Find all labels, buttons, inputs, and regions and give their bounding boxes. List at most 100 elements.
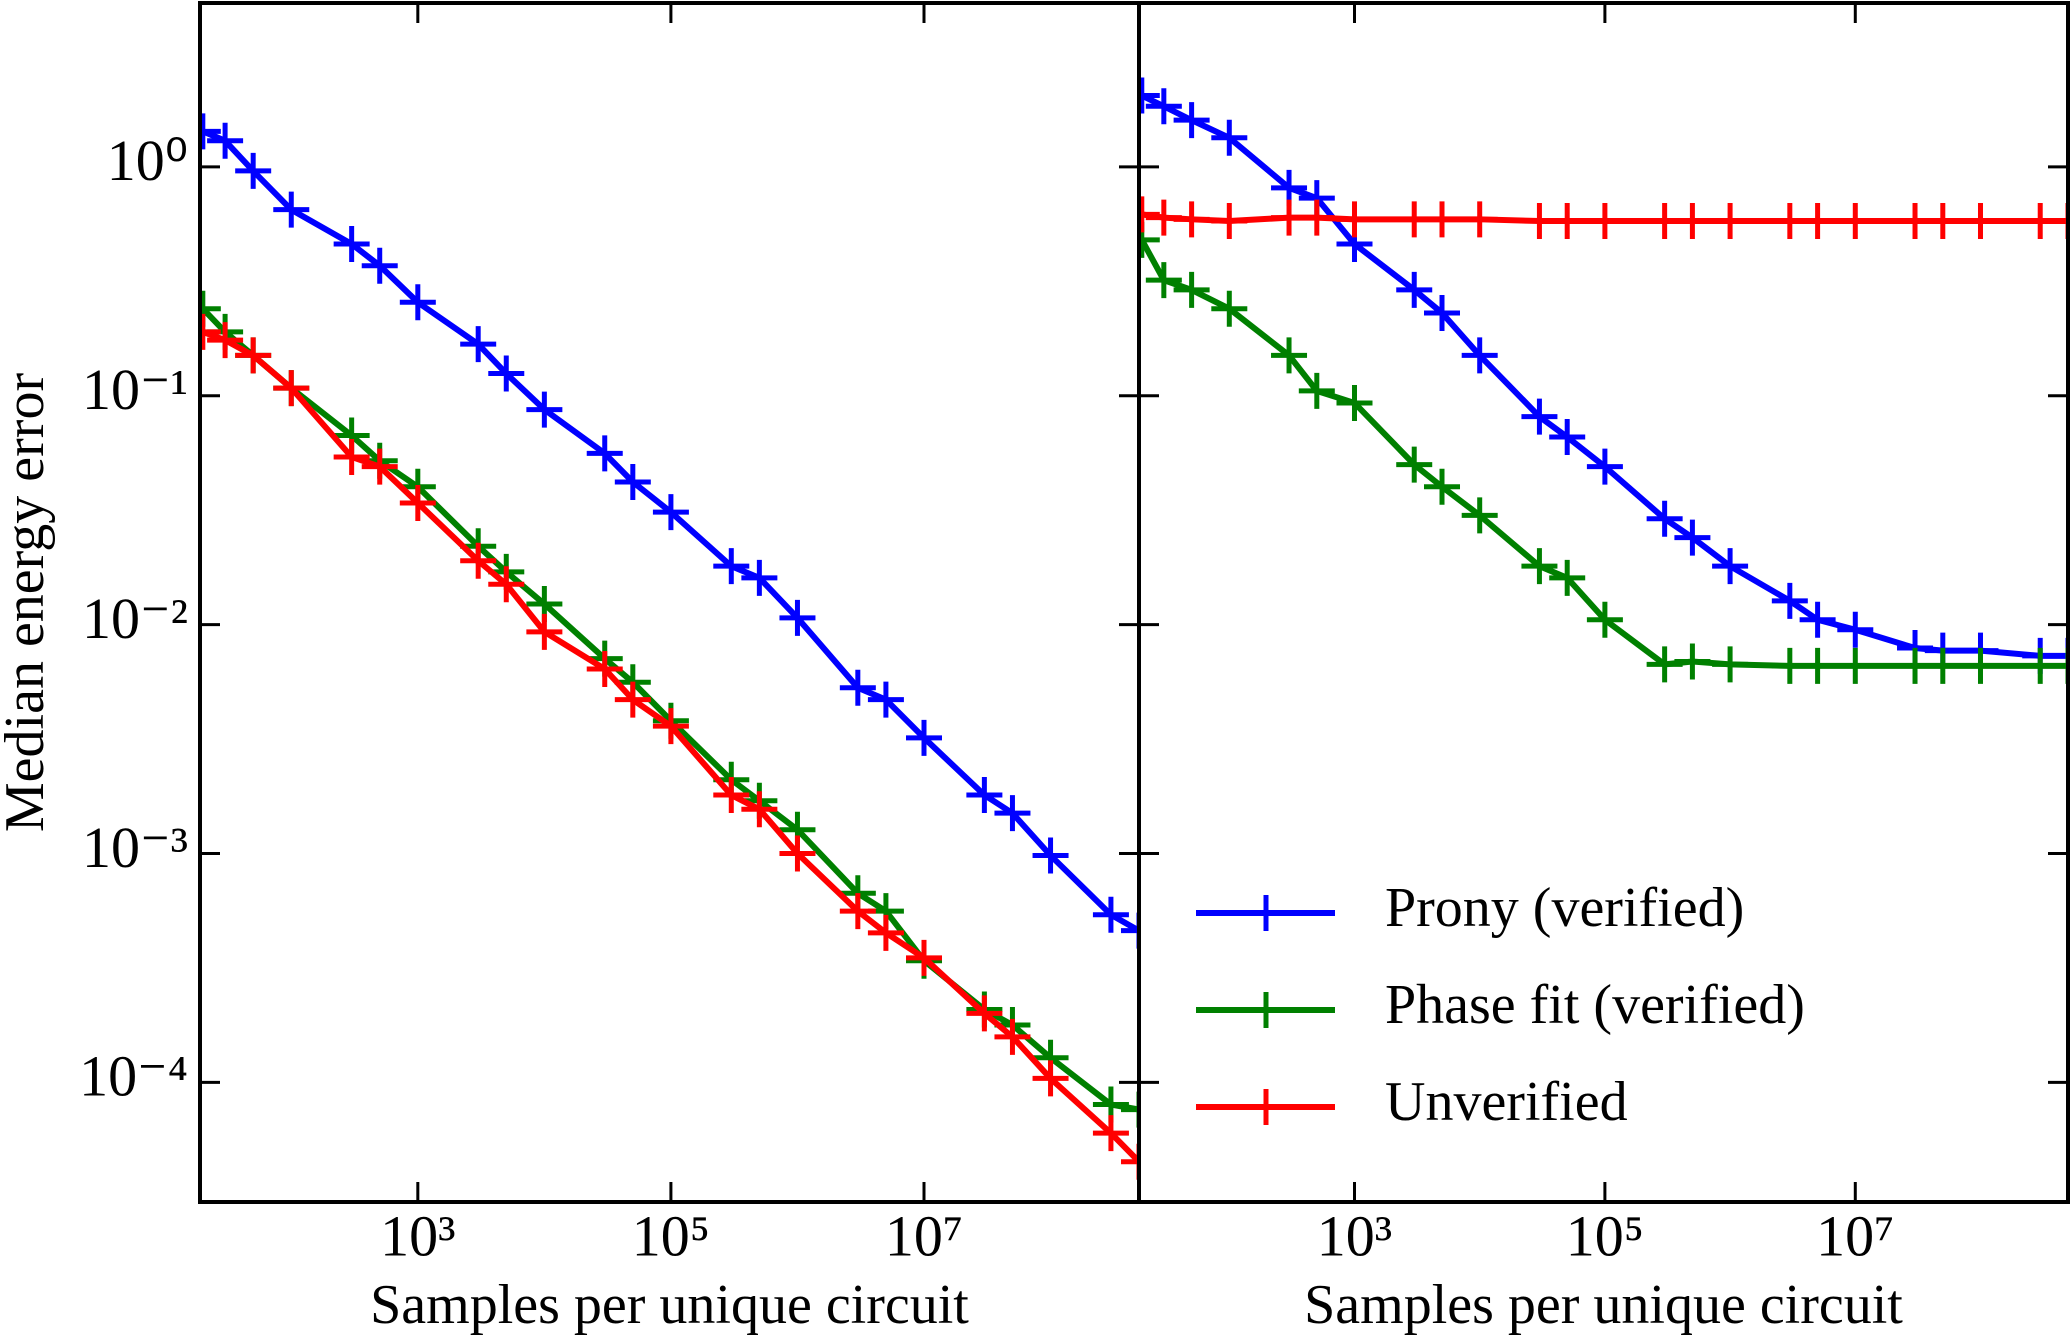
marker: [1924, 647, 1961, 684]
marker: [2050, 647, 2068, 684]
marker: [1424, 468, 1461, 505]
marker: [488, 566, 525, 603]
legend-marker: [1248, 1089, 1284, 1125]
marker: [1549, 203, 1586, 240]
marker: [399, 484, 436, 521]
marker: [1092, 1115, 1129, 1152]
marker: [1837, 611, 1874, 648]
marker: [1461, 497, 1498, 534]
marker: [994, 795, 1031, 832]
marker: [1549, 419, 1586, 456]
marker: [713, 777, 750, 814]
marker: [1799, 601, 1836, 638]
marker: [273, 191, 310, 228]
marker: [526, 391, 563, 428]
marker: [586, 435, 623, 472]
series-line: [201, 128, 1139, 934]
marker: [1549, 559, 1586, 596]
marker: [235, 152, 272, 189]
marker: [399, 284, 436, 321]
marker: [1271, 337, 1308, 374]
y-tick-label: 10⁻¹: [82, 357, 188, 422]
marker: [1712, 646, 1749, 683]
x-axis-label: Samples per unique circuit: [1304, 1274, 1903, 1336]
marker: [867, 681, 904, 718]
marker: [333, 438, 370, 475]
marker: [1674, 519, 1711, 556]
marker: [1799, 647, 1836, 684]
legend-label: Unverified: [1385, 1071, 1628, 1133]
marker: [460, 326, 497, 363]
marker: [779, 599, 816, 636]
marker: [1121, 1143, 1139, 1180]
marker: [273, 370, 310, 407]
marker: [1121, 1091, 1139, 1128]
marker: [1924, 203, 1961, 240]
marker: [235, 337, 272, 374]
marker: [1396, 446, 1433, 483]
marker: [839, 669, 876, 706]
legend-label: Prony (verified): [1385, 877, 1744, 939]
plot-area: [1139, 77, 2068, 684]
marker: [1424, 201, 1461, 238]
marker: [1092, 896, 1129, 933]
x-tick-label: 10³: [1317, 1203, 1392, 1268]
marker: [1336, 384, 1373, 421]
marker: [1461, 201, 1498, 238]
marker: [2050, 203, 2068, 240]
marker: [1771, 582, 1808, 619]
marker: [1646, 646, 1683, 683]
marker: [361, 247, 398, 284]
marker: [1298, 372, 1335, 409]
marker: [1032, 837, 1069, 874]
marker: [2050, 637, 2068, 674]
marker: [1674, 643, 1711, 680]
marker: [1211, 203, 1248, 240]
marker: [1586, 203, 1623, 240]
legend-marker: [1248, 895, 1284, 931]
x-axis-label: Samples per unique circuit: [370, 1274, 969, 1336]
series-line: [201, 329, 1139, 1164]
marker: [1173, 201, 1210, 238]
marker: [741, 559, 778, 596]
legend-label: Phase fit (verified): [1385, 974, 1805, 1036]
x-tick-label: 10⁷: [885, 1203, 963, 1268]
marker: [1173, 271, 1210, 308]
marker: [906, 939, 943, 976]
marker: [1461, 337, 1498, 374]
marker: [460, 542, 497, 579]
x-tick-label: 10³: [380, 1203, 455, 1268]
marker: [741, 791, 778, 828]
y-tick-label: 10⁻⁴: [79, 1044, 188, 1109]
marker: [1396, 271, 1433, 308]
y-tick-label: 10⁰: [107, 128, 188, 193]
series-line: [1140, 92, 2068, 659]
y-tick-label: 10⁻³: [82, 815, 188, 880]
marker: [652, 708, 689, 745]
marker: [1837, 647, 1874, 684]
x-tick-label: 10⁵: [1566, 1203, 1644, 1268]
marker: [526, 613, 563, 650]
marker: [207, 122, 244, 159]
marker: [966, 777, 1003, 814]
y-axis-label: Median energy error: [0, 373, 56, 833]
marker: [652, 494, 689, 531]
marker: [1211, 290, 1248, 327]
marker: [1145, 88, 1182, 125]
marker: [1139, 77, 1160, 114]
marker: [361, 448, 398, 485]
x-tick-label: 10⁵: [632, 1203, 710, 1268]
marker: [839, 893, 876, 930]
marker: [614, 681, 651, 718]
marker: [867, 914, 904, 951]
marker: [1962, 203, 1999, 240]
marker: [1837, 203, 1874, 240]
axes-frame: [1137, 1, 2070, 1204]
marker: [994, 1018, 1031, 1055]
marker: [713, 548, 750, 585]
marker: [1336, 201, 1373, 238]
marker: [906, 719, 943, 756]
legend-marker: [1248, 992, 1284, 1028]
